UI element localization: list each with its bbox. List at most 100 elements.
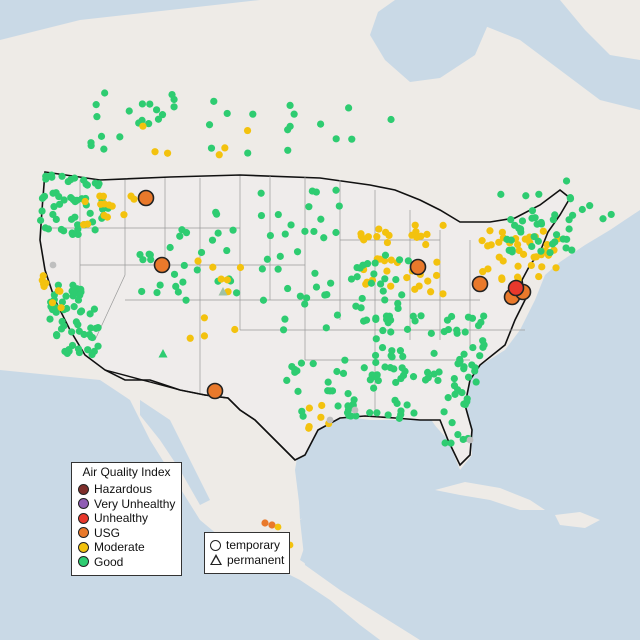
monitor-point xyxy=(383,267,391,275)
monitor-point xyxy=(518,217,527,225)
monitor-point xyxy=(370,384,378,392)
monitor-point xyxy=(170,95,178,104)
monitor-point xyxy=(108,202,116,210)
monitor-point xyxy=(80,330,88,339)
monitor-point xyxy=(447,439,455,447)
monitor-point xyxy=(562,244,570,252)
monitor-point xyxy=(268,521,276,529)
monitor-point xyxy=(322,324,330,332)
monitor-point xyxy=(339,369,348,378)
monitor-point xyxy=(379,287,387,295)
monitor-point xyxy=(546,248,554,257)
monitor-point xyxy=(92,101,100,109)
monitor-point xyxy=(514,241,522,249)
state-boundaries xyxy=(45,176,525,410)
monitor-point xyxy=(392,378,400,387)
monitor-point xyxy=(94,182,102,190)
monitor-point xyxy=(468,361,476,369)
monitor-point xyxy=(38,207,46,215)
legend-item-unhealthy: Unhealthy xyxy=(72,511,181,526)
atlantic-ocean xyxy=(470,110,640,490)
monitor-point xyxy=(387,115,395,124)
monitor-point xyxy=(305,203,313,211)
monitor-point xyxy=(403,274,411,282)
monitor-point xyxy=(215,151,223,159)
monitor-point xyxy=(381,296,389,304)
monitor-point xyxy=(232,289,241,297)
monitor-point xyxy=(125,107,133,115)
monitor-point xyxy=(450,374,458,383)
monitor-point xyxy=(57,304,65,312)
monitor-point xyxy=(535,272,543,281)
monitor-point xyxy=(221,144,229,152)
monitor-point xyxy=(440,408,448,416)
monitor-point xyxy=(316,120,325,128)
monitor-point xyxy=(519,250,528,258)
monitor-point xyxy=(166,243,174,252)
monitor-point xyxy=(244,149,252,157)
monitor-point xyxy=(461,328,469,336)
monitor-point xyxy=(284,284,292,293)
monitor-point xyxy=(528,242,536,251)
monitor-point xyxy=(72,318,80,326)
legend-label: Very Unhealthy xyxy=(94,496,176,511)
monitor-point xyxy=(495,253,503,261)
monitor-point xyxy=(370,270,378,278)
monitor-point xyxy=(301,300,309,308)
monitor-point xyxy=(508,248,516,256)
monitor-point xyxy=(138,287,146,296)
monitor-point xyxy=(54,281,62,289)
monitor-point xyxy=(194,257,202,265)
monitor-point xyxy=(384,411,392,419)
monitor-point xyxy=(68,328,76,336)
monitor-point xyxy=(81,197,89,206)
shape-label: permanent xyxy=(227,552,285,567)
monitor-point xyxy=(411,221,419,229)
monitor-point xyxy=(58,172,66,180)
monitor-point xyxy=(210,97,218,105)
triangle-icon xyxy=(210,554,222,566)
monitor-point xyxy=(397,411,405,419)
monitor-point xyxy=(170,270,179,278)
monitor-point xyxy=(332,135,340,143)
very-unhealthy-swatch xyxy=(78,498,89,510)
hispaniola xyxy=(555,512,600,528)
monitor-point xyxy=(444,394,452,402)
usg-marker xyxy=(206,382,224,400)
monitor-point xyxy=(229,226,237,234)
monitor-point xyxy=(358,294,366,303)
monitor-point xyxy=(432,271,441,280)
monitor-point xyxy=(440,327,448,336)
monitor-point xyxy=(472,378,480,386)
hazardous-swatch xyxy=(78,483,89,495)
monitor-point xyxy=(344,389,352,398)
monitor-point xyxy=(387,328,395,336)
monitor-point xyxy=(283,376,291,384)
monitor-point xyxy=(535,190,543,198)
monitor-point xyxy=(243,126,252,135)
monitor-point xyxy=(214,229,222,237)
unhealthy-marker xyxy=(507,279,525,297)
monitor-point xyxy=(478,237,486,245)
monitor-point xyxy=(522,192,530,200)
legend-item-usg: USG xyxy=(72,526,181,541)
monitor-point xyxy=(309,360,317,368)
monitor-point xyxy=(320,234,328,242)
monitor-point xyxy=(427,288,435,296)
monitor-point xyxy=(208,236,217,244)
monitor-point xyxy=(464,373,473,381)
monitor-point xyxy=(97,200,105,208)
usg-marker xyxy=(153,256,171,274)
monitor-point xyxy=(533,220,541,228)
monitor-point xyxy=(293,248,302,256)
circle-icon xyxy=(210,539,221,551)
monitor-point xyxy=(381,275,389,283)
monitor-point xyxy=(74,345,83,353)
monitor-point xyxy=(371,351,380,360)
usg-marker xyxy=(137,189,155,207)
monitor-point xyxy=(100,145,108,153)
monitor-point xyxy=(294,387,302,395)
usg-swatch xyxy=(78,527,89,539)
monitor-point xyxy=(348,135,356,143)
monitor-point xyxy=(381,251,390,259)
